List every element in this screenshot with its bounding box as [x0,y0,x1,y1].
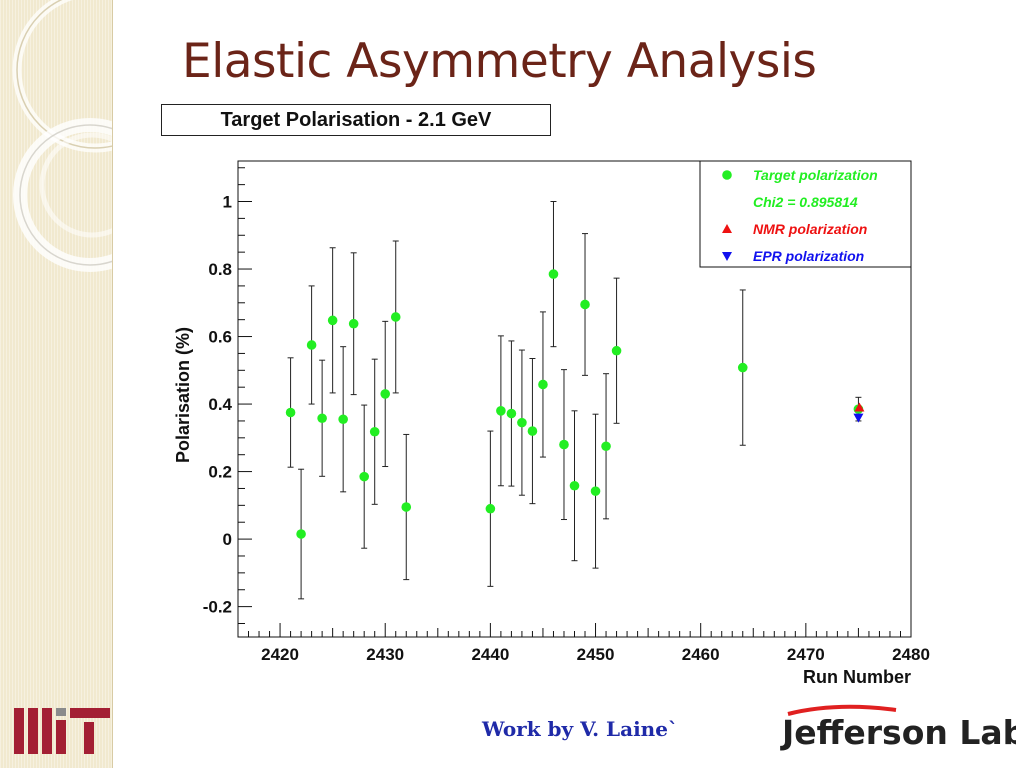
data-point [369,426,380,437]
data-point [338,414,348,425]
decorative-sidebar [0,0,113,768]
x-tick-label: 2440 [471,645,509,664]
jefferson-lab-logo-text: Jefferson Lab [780,713,1016,752]
data-point [601,441,611,452]
data-point [737,362,748,373]
data-point [590,486,601,496]
y-tick-label: 0.4 [208,395,232,414]
credit-text: Work by V. Laine` [482,717,678,741]
y-axis-label: Polarisation (%) [173,327,193,463]
legend-marker [722,224,732,233]
data-point [390,312,401,322]
data-point [580,299,590,310]
data-point [359,471,369,482]
data-point [853,413,864,423]
data-point [611,345,622,356]
legend-label: Chi2 = 0.895814 [753,194,858,210]
x-tick-label: 2470 [787,645,825,664]
y-tick-label: 0 [223,530,232,549]
decorative-rings [12,0,112,272]
data-point [485,503,496,514]
data-point [569,480,580,491]
y-tick-label: 0.6 [208,328,232,347]
data-points [285,201,865,600]
y-tick-label: 0.8 [208,260,232,279]
mit-logo [14,708,110,754]
x-tick-label: 2420 [261,645,299,664]
jefferson-lab-logo: Jefferson Lab [780,704,1016,752]
data-point [327,315,338,326]
data-point [317,413,327,424]
data-point [496,406,506,416]
data-point [538,379,548,390]
x-tick-label: 2480 [892,645,930,664]
legend-marker [722,170,732,180]
data-point [517,417,527,428]
x-axis-label: Run Number [803,667,911,687]
data-point [548,269,559,279]
legend-box [699,160,912,268]
data-point [559,439,569,450]
x-tick-label: 2460 [682,645,720,664]
chart-title: Target Polarisation - 2.1 GeV [161,104,551,136]
legend-marker [722,252,732,261]
x-tick-label: 2430 [366,645,404,664]
legend-label: EPR polarization [753,248,864,264]
data-point [306,340,317,350]
x-tick-label: 2450 [577,645,615,664]
polarisation-chart: 2420 2430 2440 2450 2460 2470 2480 -0.2 0 0.2 0.4 0… [173,160,930,687]
y-tick-label: -0.2 [203,598,232,617]
data-point [401,502,412,512]
data-point [506,408,517,419]
legend-label: Target polarization [753,167,878,183]
data-point [380,389,391,399]
slide-title: Elastic Asymmetry Analysis [182,34,817,89]
y-tick-label: 0.2 [208,463,232,482]
data-point [527,426,538,436]
data-point [296,529,306,539]
legend-label: NMR polarization [753,221,867,237]
y-tick-label: 1 [223,193,232,212]
data-point [348,318,359,329]
data-point [854,402,865,412]
legend: Target polarization Chi2 = 0.895814 NMR po… [699,160,912,268]
data-point [285,407,296,418]
